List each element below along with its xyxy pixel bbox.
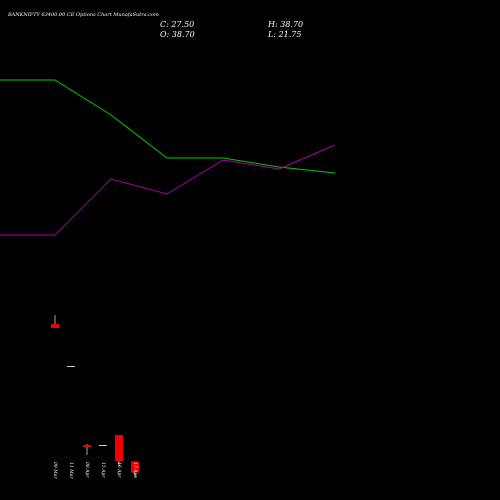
close-value: C: 27.50 <box>160 20 194 29</box>
x-tick-label: 16 Apr <box>116 462 122 478</box>
overlay-line-2 <box>0 144 336 236</box>
x-tick-label: 17 Apr <box>132 462 138 478</box>
open-value: O: 38.70 <box>160 30 195 39</box>
candle-body <box>51 324 59 328</box>
x-tick-label: 11 Mar <box>68 462 74 479</box>
candle-body <box>67 366 75 367</box>
low-value: L: 21.75 <box>267 30 301 39</box>
candle-body <box>83 445 91 447</box>
candle-body <box>115 435 123 461</box>
overlay-lines <box>0 79 336 236</box>
high-value: H: 38.70 <box>267 20 303 29</box>
candle-body <box>131 461 139 473</box>
chart-title: BANKNIFTY 63400.00 CE Options Chart Muna… <box>7 12 159 18</box>
candle-6 <box>131 461 139 479</box>
x-tick-label: 08 Apr <box>84 462 90 478</box>
candle-2 <box>67 366 75 367</box>
candle-3 <box>83 444 91 455</box>
x-axis-labels: 09 Mar 11 Mar 08 Apr 15 Apr 16 Apr 17 Apr <box>52 462 138 479</box>
candle-body <box>99 445 107 446</box>
x-tick-label: 09 Mar <box>52 462 58 479</box>
overlay-line-1 <box>0 79 336 174</box>
candle-5 <box>115 435 123 466</box>
candles <box>51 315 139 479</box>
candle-1 <box>51 315 59 328</box>
x-tick-label: 15 Apr <box>100 462 106 478</box>
candle-4 <box>99 445 107 446</box>
